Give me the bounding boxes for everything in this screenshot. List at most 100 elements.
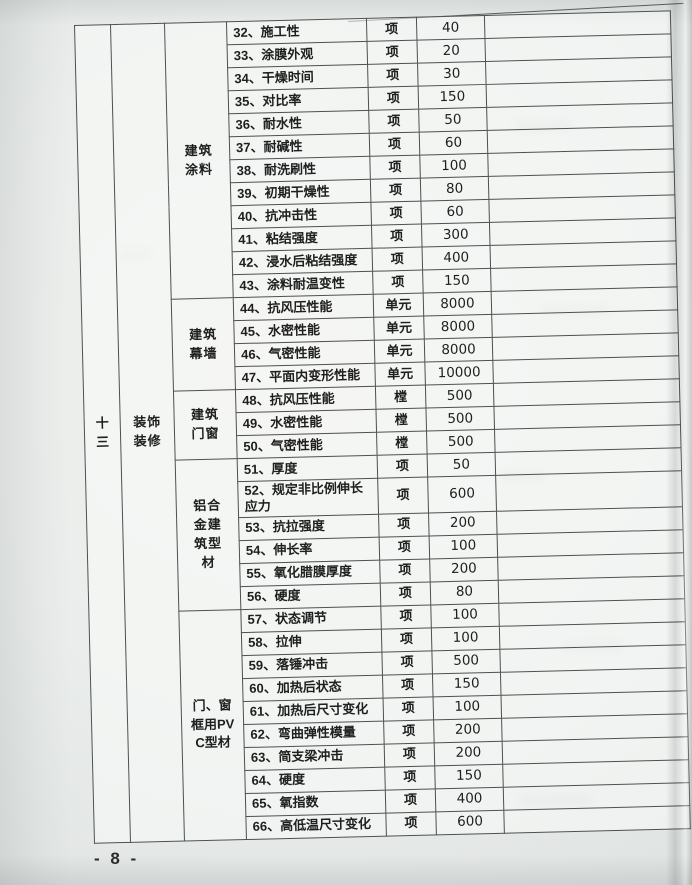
item-remarks-cell	[495, 470, 683, 511]
group-label-cell: 建筑涂料	[164, 21, 234, 300]
item-name-cell: 46、气密性能	[234, 340, 375, 367]
item-name-cell: 57、状态调节	[240, 605, 382, 633]
item-fee-cell: 150	[422, 268, 492, 294]
item-fee-cell: 100	[429, 533, 498, 559]
item-name-cell: 54、伸长率	[239, 536, 380, 564]
group-label-cell: 建筑门窗	[173, 389, 238, 461]
item-fee-cell: 200	[434, 740, 503, 766]
item-fee-cell: 150	[434, 763, 504, 789]
item-name-cell: 49、水密性能	[236, 409, 377, 436]
item-fee-cell: 400	[435, 786, 504, 812]
item-fee-cell: 500	[431, 648, 501, 674]
item-name-cell: 47、平面内变形性能	[234, 363, 376, 390]
item-unit-cell: 项	[380, 604, 432, 629]
item-fee-cell: 30	[417, 61, 487, 87]
item-unit-cell: 单元	[374, 339, 425, 364]
item-name-cell: 42、浸水后粘结强度	[232, 248, 373, 275]
item-unit-cell: 项	[383, 696, 434, 721]
page-number: - 8 -	[94, 849, 139, 869]
item-unit-cell: 项	[384, 765, 436, 790]
item-unit-cell: 项	[372, 270, 424, 295]
item-name-cell: 36、耐水性	[228, 110, 370, 137]
group-label-cell: 门、窗框用PVC型材	[178, 609, 247, 841]
item-name-cell: 35、对比率	[228, 87, 369, 114]
item-fee-cell: 100	[419, 153, 489, 179]
page-edge-shadow	[666, 0, 692, 885]
item-unit-cell: 单元	[374, 362, 426, 387]
item-name-cell: 61、加热后尺寸变化	[243, 697, 384, 725]
item-name-cell: 38、耐洗刷性	[229, 156, 371, 183]
left-shadow	[0, 0, 70, 885]
item-unit-cell: 樘	[376, 431, 428, 456]
fee-table-wrapper: 十三 装饰装修 建筑涂料 32、施工性项 40 33、涂膜外观项 20 34、干燥时间项 30 3…	[74, 10, 691, 844]
item-fee-cell: 600	[427, 475, 497, 513]
item-unit-cell: 项	[385, 811, 437, 836]
item-unit-cell: 项	[369, 155, 421, 180]
group-label-cell: 建筑幕墙	[171, 297, 236, 392]
item-name-cell: 62、弯曲弹性模量	[243, 720, 385, 748]
item-unit-cell: 项	[384, 742, 435, 767]
item-unit-cell: 单元	[373, 316, 425, 341]
item-unit-cell: 项	[377, 476, 429, 514]
item-unit-cell: 项	[378, 512, 430, 537]
fee-table: 十三 装饰装修 建筑涂料 32、施工性项 40 33、涂膜外观项 20 34、干燥时间项 30 3…	[74, 10, 691, 844]
item-unit-cell: 项	[370, 178, 421, 203]
item-name-cell: 66、高低温尺寸变化	[245, 812, 387, 840]
item-name-cell: 43、涂料耐温变性	[232, 271, 374, 298]
item-unit-cell: 项	[371, 224, 423, 249]
item-fee-cell: 200	[433, 717, 503, 743]
item-unit-cell: 项	[379, 535, 430, 560]
item-remarks-cell	[503, 805, 691, 833]
item-name-cell: 44、抗风压性能	[233, 294, 374, 321]
item-name-cell: 51、厚度	[237, 455, 378, 482]
item-unit-cell: 项	[381, 650, 433, 675]
item-unit-cell: 项	[381, 627, 432, 652]
item-unit-cell: 项	[368, 86, 419, 111]
item-fee-cell: 200	[428, 510, 498, 536]
item-fee-cell: 80	[420, 176, 489, 202]
item-fee-cell: 20	[416, 38, 486, 64]
item-unit-cell: 项	[377, 454, 428, 479]
item-name-cell: 41、粘结强度	[231, 225, 373, 252]
item-name-cell: 39、初期干燥性	[230, 179, 371, 206]
item-name-cell: 40、抗冲击性	[230, 202, 372, 229]
item-fee-cell: 40	[416, 15, 485, 41]
item-fee-cell: 8000	[424, 337, 493, 363]
item-fee-cell: 8000	[423, 314, 493, 340]
item-fee-cell: 50	[418, 107, 488, 133]
item-name-cell: 48、抗风压性能	[235, 386, 376, 413]
item-unit-cell: 项	[383, 719, 435, 744]
item-fee-cell: 300	[421, 222, 491, 248]
item-name-cell: 65、氧指数	[245, 789, 386, 817]
item-unit-cell: 项	[382, 673, 434, 698]
item-unit-cell: 项	[385, 788, 436, 813]
item-fee-cell: 100	[431, 625, 500, 651]
item-name-cell: 37、耐碱性	[229, 133, 370, 160]
item-fee-cell: 8000	[423, 291, 492, 317]
item-name-cell: 63、简支梁冲击	[244, 743, 385, 771]
item-unit-cell: 项	[366, 17, 417, 42]
item-unit-cell: 单元	[373, 293, 424, 318]
item-unit-cell: 项	[367, 63, 419, 88]
item-name-cell: 34、干燥时间	[227, 64, 369, 91]
item-name-cell: 50、气密性能	[236, 432, 378, 459]
item-unit-cell: 樘	[375, 408, 427, 433]
group-label-cell: 铝合金建筑型材	[175, 458, 241, 611]
item-name-cell: 64、硬度	[244, 766, 386, 794]
item-fee-cell: 150	[432, 671, 501, 697]
item-name-cell: 45、水密性能	[233, 317, 375, 344]
item-unit-cell: 项	[366, 40, 418, 65]
item-name-cell: 55、氧化腊膜厚度	[239, 559, 381, 587]
item-unit-cell: 项	[380, 581, 431, 606]
fee-table-body: 十三 装饰装修 建筑涂料 32、施工性项 40 33、涂膜外观项 20 34、干燥时间项 30 3…	[74, 10, 691, 843]
item-fee-cell: 500	[425, 406, 495, 432]
item-name-cell: 60、加热后状态	[242, 674, 384, 702]
bottom-shadow	[0, 855, 692, 885]
item-name-cell: 59、落锤冲击	[241, 651, 383, 679]
item-fee-cell: 400	[422, 245, 491, 271]
item-fee-cell: 50	[427, 452, 496, 477]
item-name-cell: 58、拉伸	[241, 628, 382, 656]
item-unit-cell: 项	[372, 247, 423, 272]
item-fee-cell: 500	[425, 383, 494, 409]
item-fee-cell: 80	[430, 579, 499, 605]
